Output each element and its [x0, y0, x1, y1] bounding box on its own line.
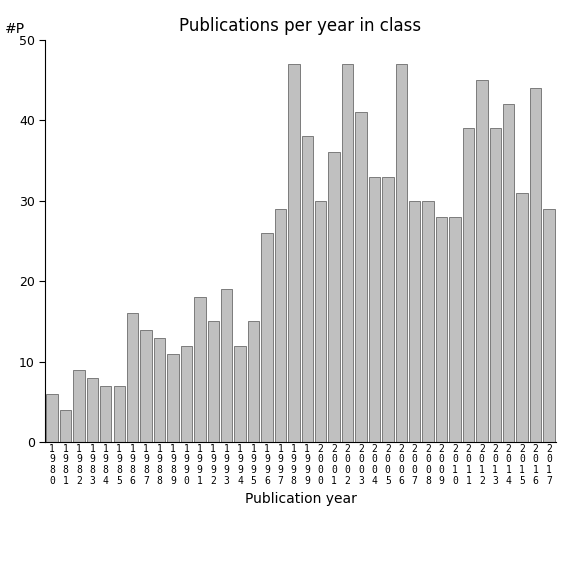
Bar	[46, 394, 58, 442]
Bar	[87, 378, 98, 442]
Text: #P: #P	[5, 22, 24, 36]
Bar	[503, 104, 514, 442]
Bar	[422, 201, 434, 442]
Bar	[517, 193, 528, 442]
Bar	[100, 386, 112, 442]
Bar	[274, 209, 286, 442]
Bar	[127, 314, 138, 442]
Title: Publications per year in class: Publications per year in class	[179, 18, 422, 35]
Bar	[342, 64, 353, 442]
Bar	[463, 128, 474, 442]
Bar	[261, 233, 273, 442]
Bar	[382, 176, 393, 442]
Bar	[476, 80, 488, 442]
Bar	[328, 153, 340, 442]
Bar	[141, 329, 152, 442]
Bar	[73, 370, 84, 442]
Bar	[181, 346, 192, 442]
Bar	[449, 217, 460, 442]
Bar	[396, 64, 407, 442]
Bar	[530, 88, 541, 442]
Bar	[154, 337, 165, 442]
Bar	[234, 346, 246, 442]
Bar	[194, 297, 205, 442]
Bar	[409, 201, 420, 442]
Bar	[208, 321, 219, 442]
Bar	[369, 176, 380, 442]
Bar	[315, 201, 327, 442]
Bar	[436, 217, 447, 442]
X-axis label: Publication year: Publication year	[244, 492, 357, 506]
Bar	[221, 289, 232, 442]
Bar	[356, 112, 367, 442]
Bar	[60, 410, 71, 442]
Bar	[288, 64, 299, 442]
Bar	[302, 136, 313, 442]
Bar	[248, 321, 259, 442]
Bar	[489, 128, 501, 442]
Bar	[113, 386, 125, 442]
Bar	[167, 354, 179, 442]
Bar	[543, 209, 555, 442]
